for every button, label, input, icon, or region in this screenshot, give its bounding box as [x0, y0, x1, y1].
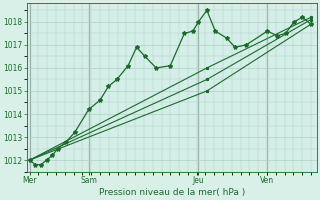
X-axis label: Pression niveau de la mer( hPa ): Pression niveau de la mer( hPa ) [99, 188, 245, 197]
